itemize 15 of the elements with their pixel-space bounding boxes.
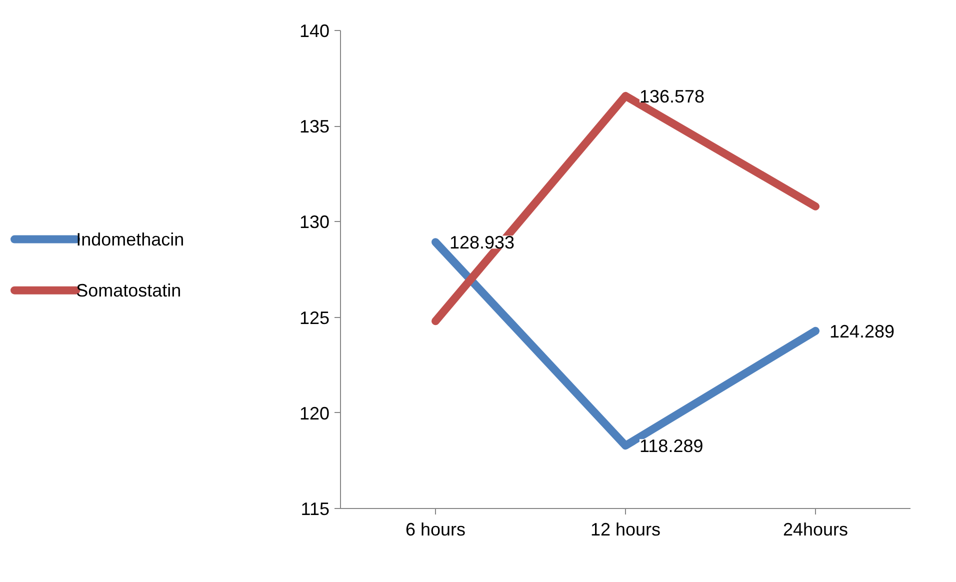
x-tick-label: 24hours bbox=[782, 520, 848, 540]
y-tick-label: 135 bbox=[299, 116, 330, 137]
legend-label: Somatostatin bbox=[76, 280, 182, 300]
data-label: 124.289 bbox=[830, 321, 895, 342]
data-label: 128.933 bbox=[450, 232, 515, 253]
x-tick-label: 12 hours bbox=[590, 520, 661, 540]
y-tick-label: 120 bbox=[299, 403, 330, 424]
y-tick-label: 140 bbox=[299, 21, 330, 41]
legend-label: Indomethacin bbox=[76, 229, 184, 250]
y-tick-label: 115 bbox=[300, 499, 330, 519]
x-tick-label: 6 hours bbox=[405, 520, 466, 540]
y-tick-label: 125 bbox=[299, 308, 330, 328]
y-tick-label: 130 bbox=[299, 212, 330, 232]
data-label: 136.578 bbox=[640, 86, 705, 106]
data-label: 118.289 bbox=[640, 436, 704, 456]
